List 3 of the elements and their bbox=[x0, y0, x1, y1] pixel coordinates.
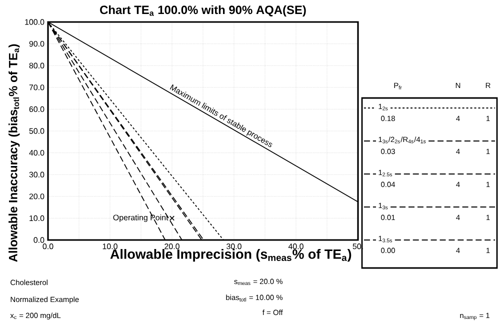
y-axis-title: Allowable Inaccuracy (bias$_{totl}$% of TE$_{a}$) bbox=[8, 44, 20, 262]
x-axis-title: Allowable Imprecision (s$_{meas}$% of TE$_{a}$) bbox=[110, 249, 352, 262]
chart-title: Chart TE$_{a}$ 100.0% with 90% AQA(SE) bbox=[100, 5, 306, 16]
